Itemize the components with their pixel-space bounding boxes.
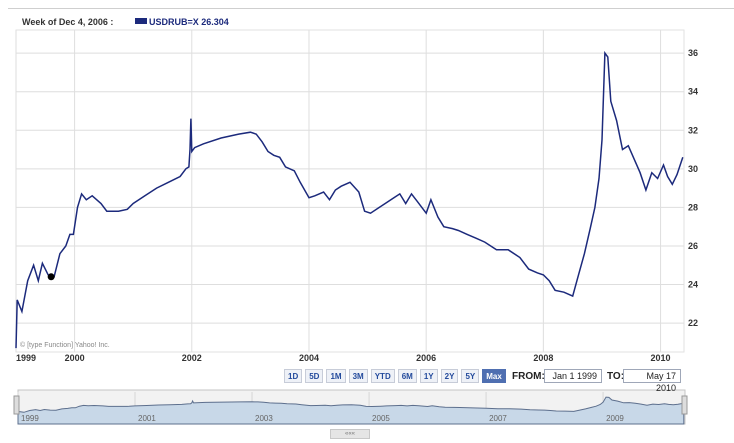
navigator-label: 2009 xyxy=(606,414,624,423)
y-tick-label: 32 xyxy=(688,125,698,135)
week-label: Week of Dec 4, 2006 : xyxy=(22,17,114,27)
range-button-1d[interactable]: 1D xyxy=(284,369,303,383)
series-swatch-icon xyxy=(135,18,147,24)
grid-lines xyxy=(15,30,684,352)
to-date-input[interactable]: May 17 2010 xyxy=(623,369,681,393)
range-button-6m[interactable]: 6M xyxy=(397,369,417,383)
top-divider xyxy=(8,8,734,9)
from-date-input[interactable]: Jan 1 1999 xyxy=(544,369,602,383)
navigator-area xyxy=(17,396,685,425)
range-button-max[interactable]: Max xyxy=(482,369,506,383)
y-tick-label: 26 xyxy=(688,241,698,251)
range-button-5d[interactable]: 5D xyxy=(305,369,324,383)
plot-frame xyxy=(15,29,685,353)
navigator-left-handle[interactable] xyxy=(13,395,20,415)
range-button-1y[interactable]: 1Y xyxy=(419,369,438,383)
x-tick-label: 2004 xyxy=(299,353,319,363)
y-tick-label: 30 xyxy=(688,164,698,174)
x-tick-label: 1999 xyxy=(16,353,36,363)
series-label: USDRUB=X 26.304 xyxy=(149,17,229,27)
series-line-usdrub xyxy=(15,50,684,349)
range-button-3m[interactable]: 3M xyxy=(348,369,368,383)
navigator-label: 2001 xyxy=(138,414,156,423)
y-tick-label: 24 xyxy=(688,280,698,290)
range-buttons: 1D 5D 1M 3M YTD 6M 1Y 2Y 5Y Max xyxy=(284,369,506,383)
hover-marker xyxy=(47,273,55,281)
navigator-label: 2007 xyxy=(489,414,507,423)
chart-header: Week of Dec 4, 2006 : USDRUB=X 26.304 xyxy=(22,17,229,27)
y-tick-label: 36 xyxy=(688,48,698,58)
range-button-5y[interactable]: 5Y xyxy=(461,369,480,383)
y-tick-label: 34 xyxy=(688,87,698,97)
to-label: TO: xyxy=(607,371,625,382)
x-tick-label: 2008 xyxy=(533,353,553,363)
range-button-ytd[interactable]: YTD xyxy=(370,369,395,383)
navigator-label: 2005 xyxy=(372,414,390,423)
y-axis: 22 24 26 28 30 32 34 36 xyxy=(688,48,698,328)
navigator-right-handle[interactable] xyxy=(681,395,688,415)
navigator-label: 2003 xyxy=(255,414,273,423)
navigator-labels: 1999 2001 2003 2005 2007 2009 xyxy=(21,414,624,423)
x-tick-label: 2006 xyxy=(416,353,436,363)
credit-text: © [type Function] Yahoo! Inc. xyxy=(20,341,110,349)
scroll-grip[interactable]: ««« xyxy=(330,429,370,439)
y-tick-label: 28 xyxy=(688,202,698,212)
range-button-1m[interactable]: 1M xyxy=(326,369,346,383)
range-button-2y[interactable]: 2Y xyxy=(440,369,459,383)
from-label: FROM: xyxy=(512,371,545,382)
navigator-label: 1999 xyxy=(21,414,39,423)
x-tick-label: 2000 xyxy=(65,353,85,363)
x-axis: 1999 2000 2002 2004 2006 2008 2010 xyxy=(16,353,671,363)
legend: USDRUB=X 26.304 xyxy=(135,17,229,27)
y-tick-label: 22 xyxy=(688,318,698,328)
x-tick-label: 2002 xyxy=(182,353,202,363)
x-tick-label: 2010 xyxy=(651,353,671,363)
